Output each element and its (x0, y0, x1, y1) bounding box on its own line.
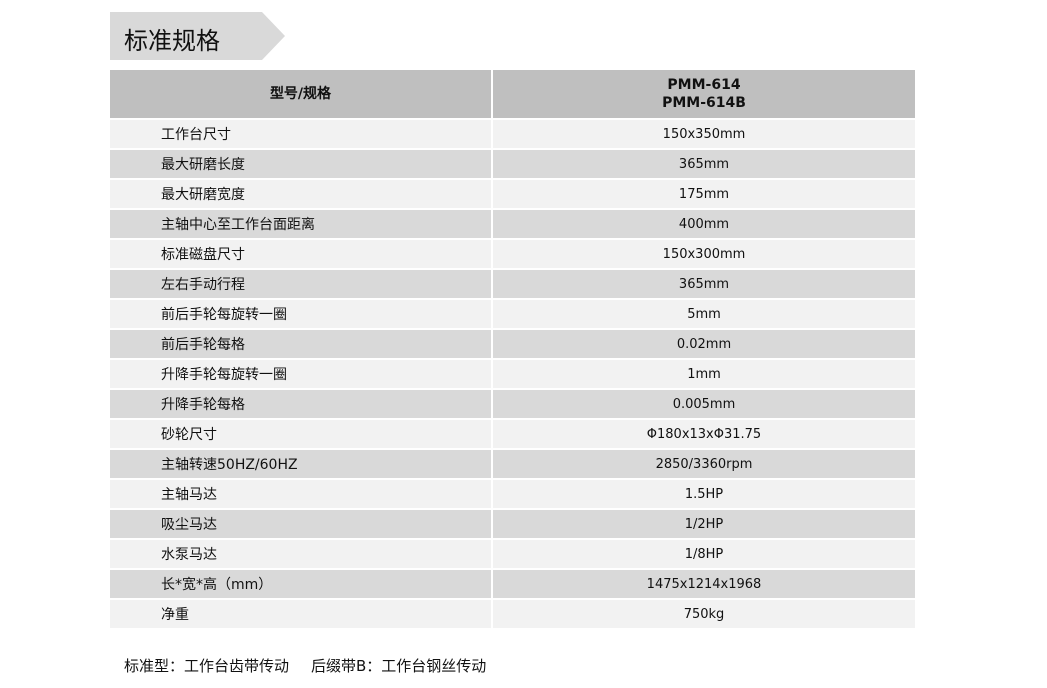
spec-name: 净重 (110, 598, 493, 628)
spec-value: 1475x1214x1968 (492, 568, 915, 599)
table-row: 水泵马达 1/8HP (110, 538, 915, 569)
table-row: 主轴中心至工作台面距离 400mm (110, 208, 915, 239)
model-name: PMM-614 (667, 77, 741, 93)
footnote-suffix-b: 后缀带B：工作台钢丝传动 (311, 657, 487, 675)
spec-value: 1.5HP (492, 478, 915, 509)
footnote: 标准型：工作台齿带传动 后缀带B：工作台钢丝传动 (124, 655, 486, 676)
spec-value: 1/8HP (492, 538, 915, 569)
section-title-banner: 标准规格 (110, 12, 285, 60)
spec-value: Φ180x13xΦ31.75 (492, 418, 915, 449)
spec-value: 1/2HP (492, 508, 915, 539)
table-row: 吸尘马达 1/2HP (110, 508, 915, 539)
arrow-banner-shape (110, 12, 285, 60)
spec-value: 750kg (492, 598, 915, 628)
table-row: 长*宽*高（mm） 1475x1214x1968 (110, 568, 915, 599)
header-label: 型号/规格 (110, 70, 493, 119)
spec-name: 最大研磨长度 (110, 148, 493, 179)
spec-name: 主轴转速50HZ/60HZ (110, 448, 493, 479)
spec-table: 型号/规格 PMM-614 PMM-614B 工作台尺寸 150x350mm 最大研… (110, 70, 915, 628)
spec-value: 5mm (492, 298, 915, 329)
spec-name: 前后手轮每旋转一圈 (110, 298, 493, 329)
section-title: 标准规格 (124, 27, 220, 55)
table-row: 升降手轮每旋转一圈 1mm (110, 358, 915, 389)
table-row: 净重 750kg (110, 598, 915, 628)
table-row: 主轴转速50HZ/60HZ 2850/3360rpm (110, 448, 915, 479)
table-row: 前后手轮每格 0.02mm (110, 328, 915, 359)
spec-value: 365mm (492, 148, 915, 179)
table-row: 左右手动行程 365mm (110, 268, 915, 299)
table-row: 主轴马达 1.5HP (110, 478, 915, 509)
model-name: PMM-614B (662, 95, 746, 111)
table-header: 型号/规格 PMM-614 PMM-614B (110, 70, 915, 119)
spec-name: 升降手轮每旋转一圈 (110, 358, 493, 389)
spec-name: 砂轮尺寸 (110, 418, 493, 449)
spec-name: 标准磁盘尺寸 (110, 238, 493, 269)
table-row: 最大研磨宽度 175mm (110, 178, 915, 209)
spec-value: 0.005mm (492, 388, 915, 419)
spec-value: 400mm (492, 208, 915, 239)
spec-name: 吸尘马达 (110, 508, 493, 539)
spec-value: 150x350mm (492, 118, 915, 149)
spec-name: 最大研磨宽度 (110, 178, 493, 209)
spec-value: 150x300mm (492, 238, 915, 269)
spec-value: 365mm (492, 268, 915, 299)
table-row: 前后手轮每旋转一圈 5mm (110, 298, 915, 329)
spec-name: 主轴马达 (110, 478, 493, 509)
spec-value: 175mm (492, 178, 915, 209)
spec-name: 水泵马达 (110, 538, 493, 569)
table-row: 升降手轮每格 0.005mm (110, 388, 915, 419)
spec-name: 长*宽*高（mm） (110, 568, 493, 599)
spec-name: 主轴中心至工作台面距离 (110, 208, 493, 239)
footnote-standard: 标准型：工作台齿带传动 (124, 657, 290, 675)
spec-name: 升降手轮每格 (110, 388, 493, 419)
spec-name: 前后手轮每格 (110, 328, 493, 359)
spec-value: 0.02mm (492, 328, 915, 359)
table-row: 工作台尺寸 150x350mm (110, 118, 915, 149)
table-row: 砂轮尺寸 Φ180x13xΦ31.75 (110, 418, 915, 449)
spec-value: 2850/3360rpm (492, 448, 915, 479)
spec-name: 左右手动行程 (110, 268, 493, 299)
spec-value: 1mm (492, 358, 915, 389)
header-models: PMM-614 PMM-614B (492, 70, 915, 119)
table-row: 标准磁盘尺寸 150x300mm (110, 238, 915, 269)
spec-name: 工作台尺寸 (110, 118, 493, 149)
table-row: 最大研磨长度 365mm (110, 148, 915, 179)
